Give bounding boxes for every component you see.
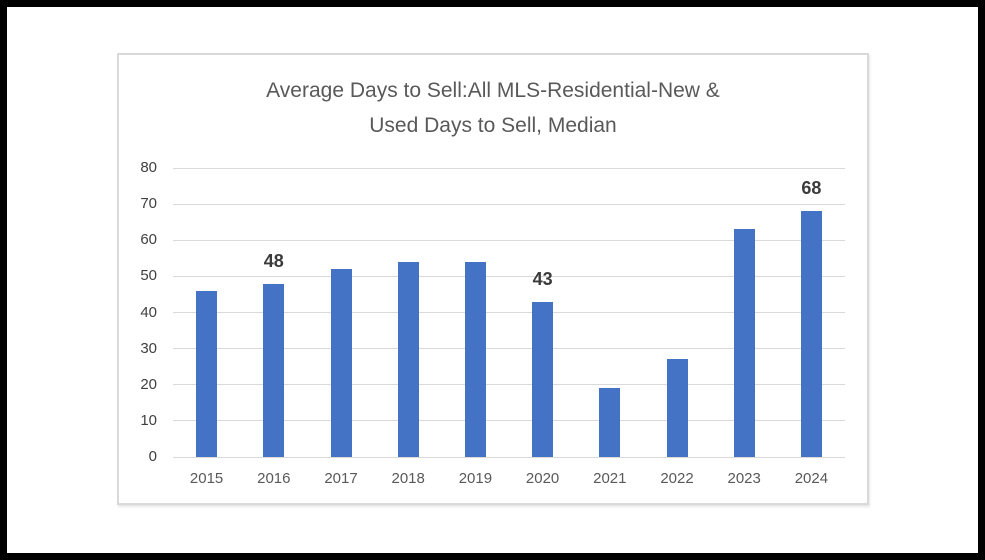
bar-2020 (532, 301, 554, 457)
y-axis-tick-label: 80 (140, 159, 157, 176)
bar-2023 (733, 229, 755, 457)
y-axis-tick-label: 60 (140, 231, 157, 249)
y-axis-tick-label: 50 (140, 267, 157, 285)
x-axis-tick-label-2019: 2019 (458, 470, 493, 487)
chart-title-line-2: Used Days to Sell, Median (369, 114, 617, 137)
y-axis-tick-label: 40 (140, 303, 157, 321)
y-axis-tick-label: 10 (140, 411, 157, 429)
x-axis-tick-label-2016: 2016 (257, 470, 291, 487)
gridline-60 (173, 239, 845, 241)
gridline-50 (173, 275, 845, 277)
x-axis-tick-label-2024: 2024 (794, 470, 829, 487)
gridline-70 (173, 203, 845, 205)
x-axis-tick-label-2018: 2018 (391, 470, 425, 487)
chart-frame: Average Days to Sell:All MLS-Residential… (117, 53, 869, 505)
bar-2021 (599, 388, 621, 457)
chart-title-line-1: Average Days to Sell:All MLS-Residential… (266, 79, 720, 102)
y-axis-tick-label: 20 (140, 375, 157, 393)
plot-area: 48 43 68 (173, 167, 845, 458)
bar-2019 (464, 261, 486, 457)
gridline-40 (173, 312, 845, 313)
bar-data-label-2024: 68 (801, 178, 822, 199)
gridline-0 (173, 456, 845, 458)
x-axis-tick-label-2020: 2020 (525, 470, 560, 487)
x-axis-tick-label-2021: 2021 (593, 470, 627, 487)
gridline-80 (173, 167, 845, 169)
gridline-10 (173, 420, 845, 422)
x-axis-tick-label-2015: 2015 (189, 470, 224, 487)
bar-2016 (263, 283, 285, 457)
bar-2024 (800, 211, 822, 457)
bar-2017 (330, 269, 352, 457)
y-axis-tick-label: 70 (140, 195, 157, 213)
bar-2022 (666, 359, 688, 457)
y-axis-tick-label: 30 (140, 339, 157, 357)
bar-2018 (397, 261, 419, 457)
x-axis-tick-label-2017: 2017 (324, 470, 358, 487)
x-axis-tick-label-2022: 2022 (660, 470, 694, 487)
gridline-30 (173, 348, 845, 350)
x-axis-tick-label-2023: 2023 (727, 470, 761, 487)
y-axis-tick-label: 0 (148, 448, 157, 465)
bar-data-label-2020: 43 (532, 268, 553, 289)
gridline-20 (173, 384, 845, 386)
bar-data-label-2016: 48 (263, 250, 284, 271)
bar-2015 (196, 290, 218, 457)
chart-title: Average Days to Sell:All MLS-Residential… (119, 73, 867, 143)
